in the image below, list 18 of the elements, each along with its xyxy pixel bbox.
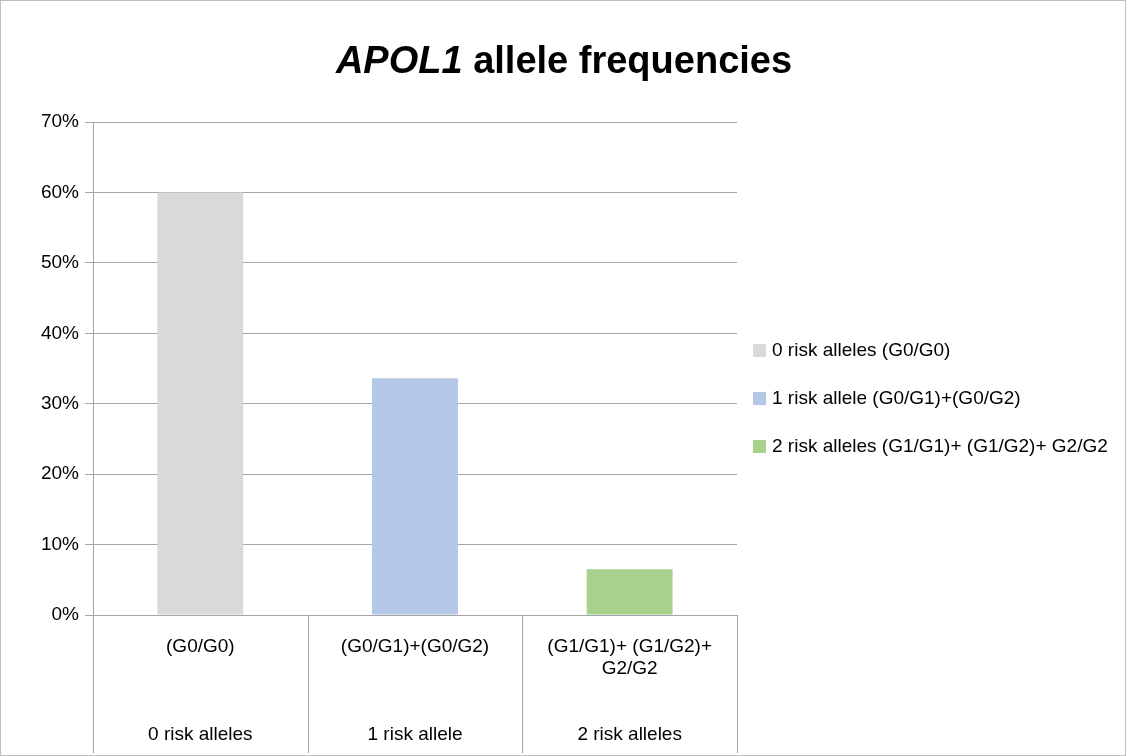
chart-title: APOL1 allele frequencies	[334, 39, 794, 82]
x-tick-label: (G0/G0)	[166, 634, 235, 656]
legend-label: 1 risk allele (G0/G1)+(G0/G2)	[772, 386, 1021, 410]
text: 0 risk alleles	[148, 723, 253, 745]
legend-label: 0 risk alleles (G0/G0)	[772, 338, 951, 362]
x-tick-label: (G1/G1)+ (G1/G2)+ G2/G2	[547, 634, 713, 679]
y-tick-label: 60%	[40, 180, 80, 202]
y-tick-label: 70%	[40, 110, 80, 132]
text: 1 risk allele	[367, 723, 463, 745]
x-tick-label: (G0/G1)+(G0/G2)	[340, 634, 490, 656]
y-tick-label: 40%	[40, 321, 80, 343]
legend-label: 2 risk alleles (G1/G1)+ (G1/G2)+ G2/G2	[772, 434, 1108, 458]
text: 2 risk alleles	[577, 723, 682, 745]
y-tick-label: 10%	[40, 532, 80, 554]
y-tick-label: 20%	[40, 462, 80, 484]
y-tick-label: 0%	[51, 603, 80, 625]
y-tick-label: 30%	[40, 391, 80, 413]
y-tick-label: 50%	[40, 251, 80, 273]
